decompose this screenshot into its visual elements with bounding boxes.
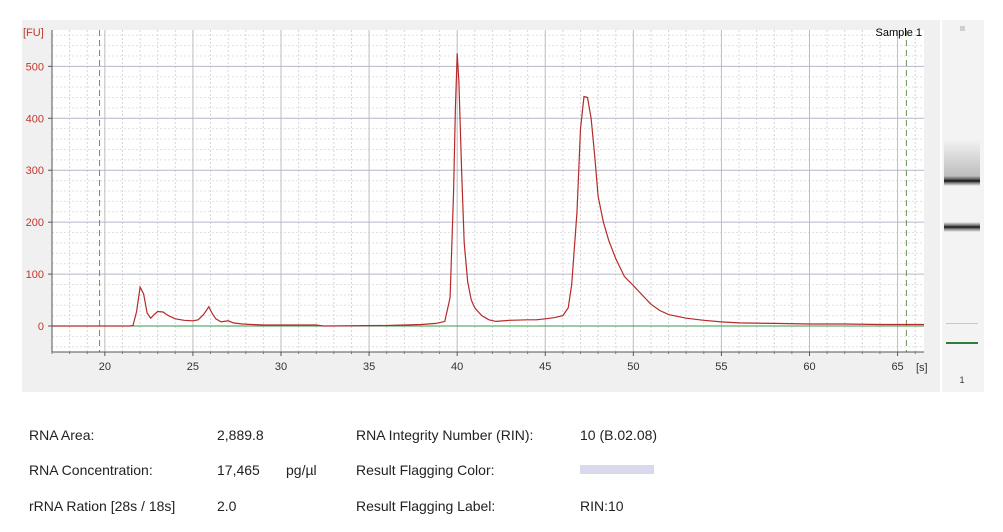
rna-area-value: 2,889.8 (217, 427, 264, 443)
x-tick-label: 55 (715, 361, 727, 373)
y-tick-label: 100 (26, 269, 44, 281)
rin-value: 10 (B.02.08) (580, 427, 658, 443)
gel-marker-line (946, 341, 978, 344)
y-axis-unit-label: [FU] (23, 27, 44, 39)
gel-image-panel: 1 (942, 20, 984, 392)
x-tick-label: 25 (187, 361, 199, 373)
rrna-ratio-value: 2.0 (217, 498, 237, 514)
y-tick-label: 400 (26, 113, 44, 125)
gel-band (944, 222, 980, 233)
gel-band (944, 175, 980, 186)
rna-concentration-value: 17,465 (217, 462, 260, 478)
y-tick-label: 500 (26, 61, 44, 73)
flagging-color-swatch (580, 465, 654, 474)
x-tick-label: 65 (891, 361, 903, 373)
rin-label: RNA Integrity Number (RIN): (356, 427, 534, 443)
gel-smear (944, 139, 980, 181)
rrna-ratio-label: rRNA Ration [28s / 18s] (29, 498, 176, 514)
electropherogram-panel: 0 100 200 300 400 500 20 25 30 35 40 45 50 55 60 65 Sam… (22, 20, 940, 392)
x-tick-label: 35 (363, 361, 375, 373)
x-tick-label: 30 (275, 361, 287, 373)
y-tick-label: 300 (26, 165, 44, 177)
flagging-color-label: Result Flagging Color: (356, 462, 495, 478)
x-tick-label: 20 (99, 361, 111, 373)
flagging-label-label: Result Flagging Label: (356, 498, 496, 514)
flagging-label-value: RIN:10 (580, 498, 624, 514)
rna-concentration-unit: pg/µl (286, 462, 317, 478)
rna-area-label: RNA Area: (29, 427, 95, 443)
x-tick-label: 45 (539, 361, 551, 373)
gel-lane (944, 20, 980, 392)
x-tick-label: 40 (451, 361, 463, 373)
y-tick-label: 200 (26, 217, 44, 229)
electropherogram-trace (52, 53, 924, 327)
x-tick-label: 60 (803, 361, 815, 373)
rna-concentration-label: RNA Concentration: (29, 462, 153, 478)
sample-label: Sample 1 (876, 27, 922, 39)
gel-lane-label: 1 (959, 375, 965, 385)
x-axis-unit-label: [s] (916, 362, 928, 374)
x-tick-label: 50 (627, 361, 639, 373)
gel-loading-well (960, 26, 965, 31)
electropherogram-chart: 0 100 200 300 400 500 20 25 30 35 40 45 50 55 60 65 Sam… (23, 27, 928, 374)
gel-lane-divider (946, 323, 978, 325)
y-tick-label: 0 (38, 321, 44, 333)
